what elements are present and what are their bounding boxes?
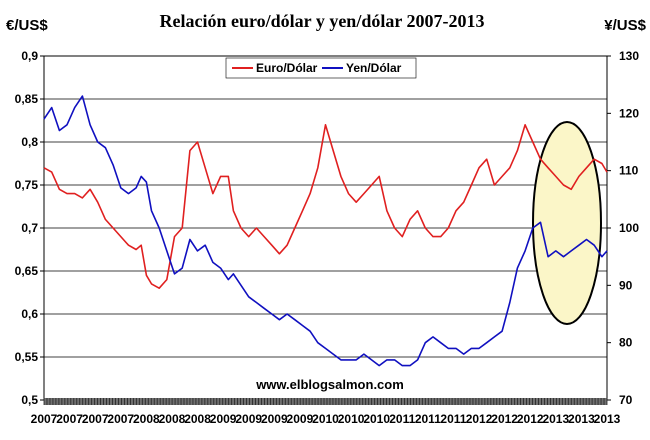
x-tick-label: 2012 (466, 412, 493, 426)
right-tick-label: 130 (619, 49, 639, 63)
left-tick-label: 0,75 (15, 178, 39, 192)
x-tick-label: 2009 (235, 412, 262, 426)
x-tick-label: 2008 (184, 412, 211, 426)
x-tick-label: 2011 (440, 412, 466, 426)
left-y-axis: 0,5 0,55 0,6 0,65 0,7 0,75 0,8 0,85 0,9 (15, 49, 44, 407)
highlight-ellipse (532, 121, 602, 325)
x-tick-label: 2012 (517, 412, 544, 426)
x-tick-label: 2010 (338, 412, 365, 426)
x-tick-label: 2010 (363, 412, 390, 426)
x-tick-label: 2013 (542, 412, 569, 426)
right-tick-label: 70 (619, 393, 633, 407)
x-tick-label: 2009 (210, 412, 237, 426)
x-axis-band (44, 398, 607, 405)
x-tick-label: 2011 (389, 412, 415, 426)
right-y-axis: 70 80 90 100 110 120 130 (607, 49, 639, 407)
x-tick-label: 2010 (312, 412, 339, 426)
x-tick-label: 2011 (415, 412, 441, 426)
x-tick-label: 2007 (56, 412, 83, 426)
x-tick-label: 2008 (133, 412, 160, 426)
right-tick-label: 110 (619, 164, 639, 178)
x-tick-label: 2007 (82, 412, 109, 426)
x-tick-label: 2009 (287, 412, 314, 426)
left-tick-label: 0,65 (15, 264, 39, 278)
x-tick-label: 2012 (491, 412, 518, 426)
left-tick-label: 0,6 (21, 307, 38, 321)
left-axis-unit: €/US$ (6, 17, 48, 34)
chart-title: Relación euro/dólar y yen/dólar 2007-201… (159, 11, 484, 31)
legend-label-yen: Yen/Dólar (346, 61, 402, 75)
series-line-euro (43, 124, 608, 290)
source-label: www.elblogsalmon.com (255, 377, 404, 392)
right-tick-label: 120 (619, 106, 639, 120)
left-tick-label: 0,85 (15, 92, 39, 106)
left-tick-label: 0,8 (21, 135, 38, 149)
x-tick-label: 2007 (107, 412, 134, 426)
x-tick-label: 2013 (594, 412, 621, 426)
left-tick-label: 0,9 (21, 49, 38, 63)
series-line-yen (43, 95, 608, 367)
right-axis-unit: ¥/US$ (604, 17, 646, 34)
legend: Euro/Dólar Yen/Dólar (225, 57, 417, 79)
right-tick-label: 90 (619, 278, 633, 292)
right-tick-label: 100 (619, 221, 639, 235)
x-tick-label: 2013 (568, 412, 595, 426)
x-tick-label: 2007 (31, 412, 58, 426)
right-tick-label: 80 (619, 336, 633, 350)
x-tick-label: 2008 (159, 412, 186, 426)
left-tick-label: 0,5 (21, 393, 38, 407)
x-axis: 2007200720072007200820082008200920092009… (31, 398, 621, 426)
legend-box (225, 57, 417, 79)
x-tick-label: 2009 (261, 412, 288, 426)
legend-label-euro: Euro/Dólar (256, 61, 318, 75)
left-tick-label: 0,55 (15, 350, 39, 364)
left-tick-label: 0,7 (21, 221, 38, 235)
series-lines (43, 95, 608, 367)
